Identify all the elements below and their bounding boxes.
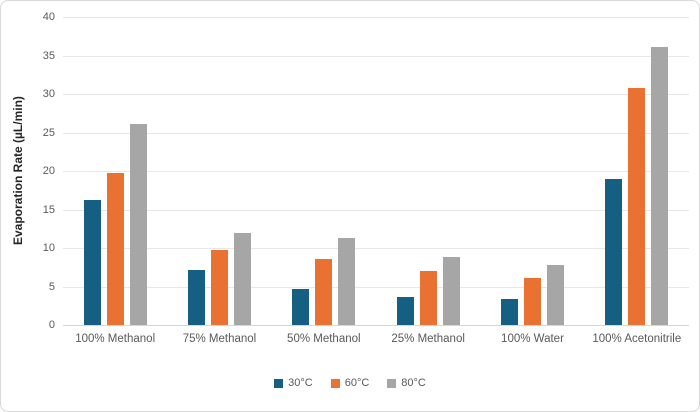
- bar-60-c-50-methanol: [315, 258, 333, 325]
- bar-group-100-methanol: [63, 17, 167, 325]
- gridline-35: [63, 55, 689, 57]
- bar-30-c-100-acetonitrile: [605, 178, 623, 325]
- gridline-5: [63, 286, 689, 288]
- bar-80-c-25-methanol: [442, 256, 460, 325]
- x-axis-label-100-methanol: 100% Methanol: [75, 333, 156, 345]
- y-tick-label-25: 25: [42, 126, 55, 139]
- gridline-10: [63, 248, 689, 249]
- gridline-30: [63, 94, 689, 95]
- bars-layer: [63, 17, 689, 325]
- bar-80-c-50-methanol: [338, 238, 356, 325]
- x-axis-labels: 100% Methanol 75% Methanol 50% Methanol 25%…: [63, 332, 689, 347]
- bar-group-100-water: [480, 17, 584, 325]
- gridline-20: [63, 171, 689, 172]
- legend-label: 30°C: [288, 377, 313, 389]
- gridline-15: [63, 209, 689, 211]
- bar-group-100-acetonitrile: [585, 17, 689, 325]
- legend-label: 60°C: [344, 377, 370, 389]
- bar-30-c-75-methanol: [187, 269, 205, 325]
- x-axis-label-50-methanol: 50% Methanol: [287, 333, 361, 345]
- bar-group-75-methanol: [167, 17, 271, 325]
- bar-60-c-100-water: [523, 278, 541, 325]
- y-tick-label-0: 0: [48, 319, 55, 331]
- bar-60-c-75-methanol: [210, 250, 228, 325]
- bar-60-c-100-acetonitrile: [628, 87, 646, 325]
- legend-item-80-c: 80°C: [387, 377, 426, 389]
- gridline-25: [63, 132, 689, 134]
- bar-80-c-100-acetonitrile: [651, 47, 669, 325]
- x-axis-label-25-methanol: 25% Methanol: [391, 333, 465, 345]
- x-axis-label-100-water: 100% Water: [501, 333, 564, 345]
- bar-30-c-50-methanol: [292, 288, 310, 325]
- bar-30-c-25-methanol: [396, 296, 414, 325]
- legend: 30°C 60°C 80°C: [1, 377, 699, 389]
- bar-60-c-100-methanol: [106, 172, 124, 325]
- legend-marker-icon: [274, 378, 284, 388]
- legend-item-30-c: 30°C: [274, 377, 313, 389]
- y-tick-label-40: 40: [42, 11, 55, 23]
- bar-80-c-100-methanol: [129, 124, 147, 325]
- bar-80-c-75-methanol: [233, 232, 251, 325]
- bar-group-25-methanol: [376, 17, 480, 325]
- y-tick-label-10: 10: [42, 242, 55, 254]
- x-axis-label-75-methanol: 75% Methanol: [182, 333, 257, 345]
- y-tick-label-20: 20: [42, 165, 55, 177]
- x-axis-line: [63, 325, 689, 326]
- legend-marker-icon: [387, 378, 397, 388]
- bar-80-c-100-water: [546, 264, 564, 325]
- y-tick-label-30: 30: [42, 88, 55, 100]
- y-tick-label-5: 5: [48, 280, 55, 293]
- bar-30-c-100-water: [500, 298, 518, 325]
- legend-item-60-c: 60°C: [330, 377, 370, 389]
- bar-60-c-25-methanol: [419, 271, 437, 325]
- y-tick-label-35: 35: [42, 49, 55, 62]
- legend-marker-icon: [330, 378, 340, 388]
- y-axis-title: Evaporation Rate (µL/min): [11, 96, 25, 246]
- bar-group-50-methanol: [272, 17, 376, 325]
- x-axis-label-100-acetonitrile: 100% Acetonitrile: [592, 333, 682, 345]
- legend-label: 80°C: [401, 377, 426, 389]
- gridline-40: [63, 17, 689, 18]
- bar-30-c-100-methanol: [83, 200, 101, 325]
- y-tick-label-15: 15: [42, 203, 55, 216]
- plot-area: [63, 17, 689, 326]
